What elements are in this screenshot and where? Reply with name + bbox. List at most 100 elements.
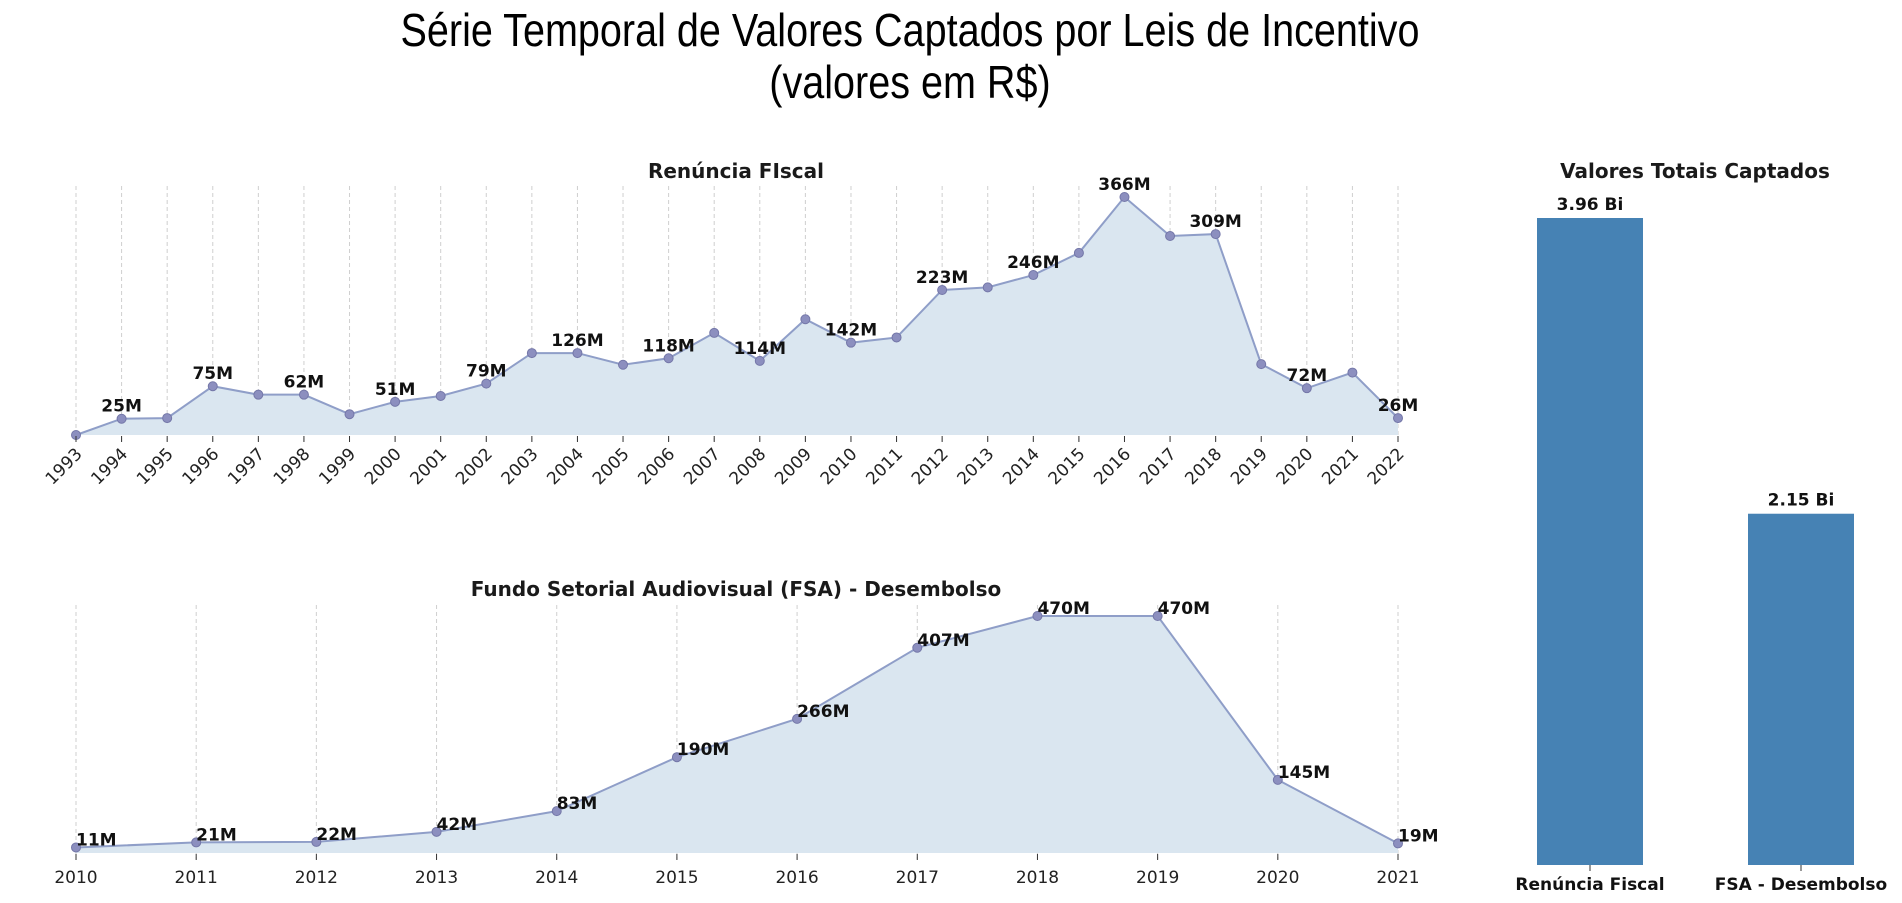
renuncia-tick-label: 1997 xyxy=(224,444,269,489)
renuncia-data-label: 223M xyxy=(916,268,968,288)
renuncia-tick-label: 2006 xyxy=(634,444,679,489)
renuncia-data-label: 118M xyxy=(642,336,694,356)
renuncia-data-label: 79M xyxy=(466,362,507,382)
fsa-area-fill xyxy=(76,616,1398,853)
renuncia-series-line xyxy=(75,195,1399,436)
fsa-tick-label: 2014 xyxy=(535,868,578,888)
renuncia-data-label: 62M xyxy=(284,373,325,393)
fsa-data-point xyxy=(792,713,803,724)
renuncia-tick-label: 2001 xyxy=(406,444,451,489)
renuncia-data-label: 142M xyxy=(825,321,877,341)
renuncia-data-point xyxy=(526,348,537,359)
total-bar-category-label: FSA - Desembolso xyxy=(1715,875,1887,895)
total-bar-category-label: Renúncia Fiscal xyxy=(1515,875,1664,895)
renuncia-data-point xyxy=(116,413,127,424)
renuncia-tick-label: 1999 xyxy=(315,444,360,489)
renuncia-data-point xyxy=(845,337,856,348)
renuncia-data-point xyxy=(754,355,765,366)
page-title-line-2: (valores em R$) xyxy=(769,56,1051,108)
renuncia-tick-label: 2018 xyxy=(1181,444,1226,489)
fsa-data-label: 83M xyxy=(557,794,598,814)
renuncia-data-point xyxy=(1073,247,1084,258)
fsa-data-label: 42M xyxy=(437,815,478,835)
fsa-tick-label: 2016 xyxy=(775,868,818,888)
fsa-data-point xyxy=(551,806,562,817)
totals-panel: Valores Totais Captados 3.96 Bi Renúncia … xyxy=(1515,159,1887,895)
fsa-data-point xyxy=(1272,774,1283,785)
renuncia-data-point xyxy=(481,378,492,389)
renuncia-tick-label: 1998 xyxy=(270,444,315,489)
renuncia-tick-label: 2007 xyxy=(680,444,725,489)
renuncia-tick-label: 2005 xyxy=(589,444,634,489)
renuncia-fiscal-title: Renúncia FIscal xyxy=(648,159,824,183)
renuncia-tick-label: 2011 xyxy=(862,444,907,489)
fsa-series-line xyxy=(75,615,1399,849)
total-bar-value-label: 2.15 Bi xyxy=(1768,491,1835,511)
renuncia-tick-label: 2000 xyxy=(361,444,406,489)
renuncia-tick-label: 2020 xyxy=(1273,444,1318,489)
renuncia-data-point xyxy=(1301,383,1312,394)
fsa-data-point xyxy=(71,842,81,853)
fsa-panel: Fundo Setorial Audiovisual (FSA) - Desem… xyxy=(54,577,1438,888)
fsa-title: Fundo Setorial Audiovisual (FSA) - Desem… xyxy=(471,577,1002,601)
renuncia-data-point xyxy=(1256,359,1267,370)
renuncia-data-point xyxy=(937,284,948,295)
renuncia-data-label: 75M xyxy=(192,364,233,384)
fsa-data-point xyxy=(311,836,322,847)
renuncia-tick-label: 2022 xyxy=(1364,444,1409,489)
renuncia-tick-label: 1994 xyxy=(87,444,132,489)
renuncia-data-label: 26M xyxy=(1378,396,1419,416)
fsa-data-point xyxy=(191,837,202,848)
fsa-data-label: 470M xyxy=(1158,599,1210,619)
renuncia-tick-label: 2015 xyxy=(1045,444,1090,489)
renuncia-tick-label: 1996 xyxy=(179,444,224,489)
fsa-data-label: 190M xyxy=(677,740,729,760)
renuncia-data-point xyxy=(253,389,264,400)
renuncia-data-point xyxy=(1210,229,1221,240)
fsa-tick-label: 2019 xyxy=(1136,868,1179,888)
renuncia-data-point xyxy=(800,314,811,325)
fsa-data-label: 21M xyxy=(196,825,237,845)
renuncia-data-label: 126M xyxy=(551,331,603,351)
fsa-data-point xyxy=(912,642,923,653)
page-title-line-1: Série Temporal de Valores Captados por L… xyxy=(400,4,1420,56)
renuncia-data-point xyxy=(572,348,583,359)
renuncia-data-point xyxy=(618,359,629,370)
renuncia-data-point xyxy=(344,409,355,420)
renuncia-tick-label: 1995 xyxy=(133,444,178,489)
renuncia-area-fill xyxy=(76,197,1398,435)
fsa-tick-label: 2015 xyxy=(655,868,698,888)
renuncia-tick-label: 2004 xyxy=(543,444,588,489)
fsa-tick-label: 2018 xyxy=(1016,868,1059,888)
totals-title: Valores Totais Captados xyxy=(1560,159,1830,183)
renuncia-tick-label: 2003 xyxy=(498,444,543,489)
renuncia-data-point xyxy=(1165,231,1176,242)
renuncia-data-point xyxy=(298,389,309,400)
fsa-data-label: 22M xyxy=(316,825,357,845)
renuncia-data-point xyxy=(435,390,446,401)
fsa-data-label: 407M xyxy=(917,631,969,651)
fsa-tick-label: 2021 xyxy=(1376,868,1419,888)
renuncia-data-label: 25M xyxy=(101,397,142,417)
renuncia-tick-label: 2016 xyxy=(1090,444,1135,489)
renuncia-data-label: 309M xyxy=(1189,212,1241,232)
renuncia-data-point xyxy=(1028,270,1039,281)
fsa-tick-label: 2012 xyxy=(295,868,338,888)
renuncia-tick-label: 2013 xyxy=(954,444,999,489)
renuncia-tick-label: 2019 xyxy=(1227,444,1272,489)
renuncia-tick-label: 2010 xyxy=(817,444,862,489)
renuncia-data-point xyxy=(663,353,674,364)
renuncia-tick-label: 2014 xyxy=(999,444,1044,489)
fsa-data-label: 19M xyxy=(1398,826,1439,846)
fsa-tick-label: 2010 xyxy=(54,868,97,888)
renuncia-data-point xyxy=(982,282,993,293)
renuncia-tick-label: 2009 xyxy=(771,444,816,489)
total-bar xyxy=(1537,218,1643,865)
renuncia-tick-label: 2017 xyxy=(1136,444,1181,489)
fsa-data-label: 266M xyxy=(797,702,849,722)
renuncia-data-point xyxy=(390,396,401,407)
renuncia-data-label: 114M xyxy=(734,339,786,359)
total-bar-value-label: 3.96 Bi xyxy=(1557,195,1624,215)
renuncia-data-point xyxy=(1119,192,1130,202)
fsa-tick-label: 2013 xyxy=(415,868,458,888)
